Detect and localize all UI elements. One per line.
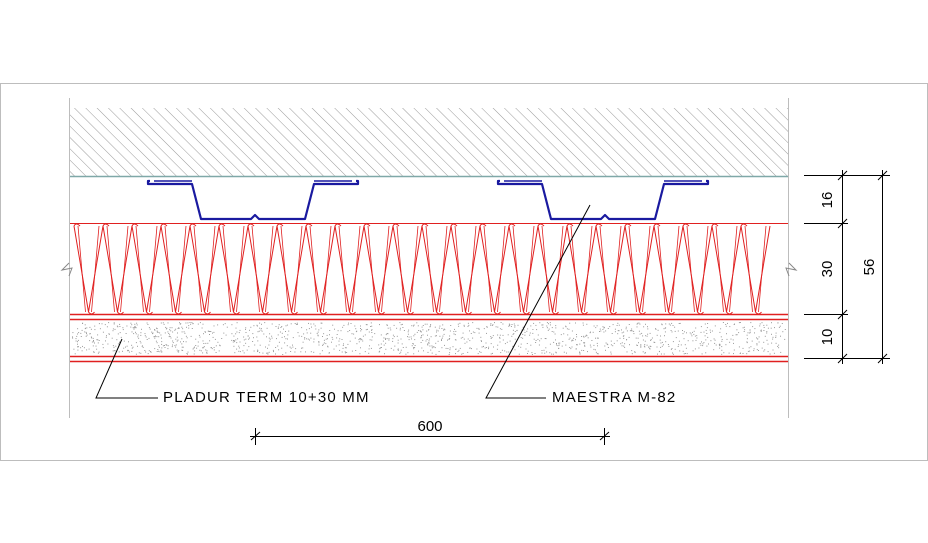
dimension-spacing [250, 428, 610, 445]
insulation-wave-inner [77, 225, 767, 313]
dimension-profile-text: 16 [819, 192, 836, 209]
maestra-profile-right [496, 179, 710, 221]
break-symbol-right [785, 262, 798, 277]
gypsum-board [70, 318, 788, 363]
leader-material [95, 338, 158, 399]
break-symbol-left [60, 262, 73, 277]
label-profile: MAESTRA M-82 [552, 389, 676, 406]
insulation-layer [70, 223, 788, 316]
dimension-chain [804, 170, 890, 364]
dimension-total-text: 56 [861, 259, 878, 276]
maestra-profile-left [146, 179, 360, 221]
dimension-spacing-text: 600 [417, 418, 442, 435]
leader-profile [485, 204, 591, 399]
insulation-wave [73, 223, 771, 315]
dimension-insulation-text: 30 [819, 261, 836, 278]
concrete-slab [70, 108, 788, 178]
label-material: PLADUR TERM 10+30 MM [163, 389, 370, 406]
dimension-board-text: 10 [819, 329, 836, 346]
